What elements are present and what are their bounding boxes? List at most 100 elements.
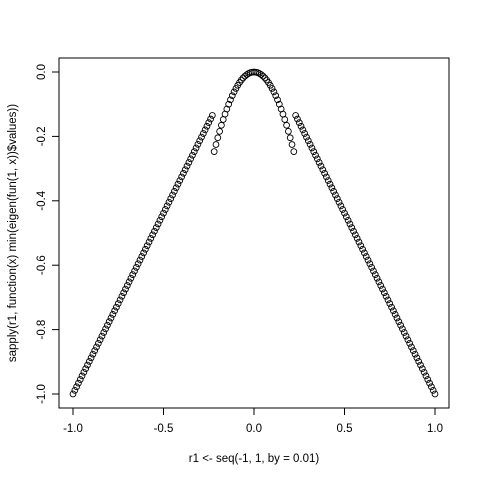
data-point	[315, 159, 323, 166]
data-point	[368, 264, 376, 271]
data-point	[295, 119, 303, 127]
data-point	[366, 260, 374, 268]
data-point	[303, 133, 310, 141]
data-point	[409, 347, 417, 354]
data-point	[261, 74, 269, 82]
data-point	[131, 267, 138, 275]
data-point	[104, 321, 111, 329]
data-point	[257, 71, 265, 78]
data-point	[163, 202, 171, 210]
data-point	[352, 231, 359, 239]
data-point	[294, 115, 301, 123]
data-point	[428, 383, 435, 391]
data-point	[413, 354, 421, 362]
data-point	[346, 220, 354, 228]
x-tick-label: 0.0	[246, 423, 262, 435]
data-point	[285, 128, 292, 135]
data-point	[237, 76, 245, 84]
data-point	[297, 122, 305, 130]
data-point	[370, 267, 377, 275]
data-point	[174, 180, 182, 188]
data-point	[339, 206, 347, 213]
data-point	[98, 332, 106, 340]
data-point	[272, 92, 280, 100]
y-tick-label: -0.2	[36, 126, 48, 146]
data-point	[125, 278, 133, 286]
data-point	[290, 148, 298, 155]
data-point	[375, 278, 383, 286]
data-point	[84, 361, 91, 369]
data-point	[111, 307, 118, 315]
data-point	[418, 365, 426, 373]
data-point	[321, 169, 328, 177]
data-point	[118, 292, 126, 300]
data-point	[422, 372, 430, 380]
data-point	[187, 155, 195, 163]
data-point	[386, 300, 394, 307]
data-point	[165, 198, 173, 206]
data-point	[167, 195, 175, 202]
data-point	[214, 134, 222, 142]
data-point	[122, 285, 129, 293]
data-point	[243, 71, 251, 78]
data-point	[114, 300, 122, 307]
data-point	[140, 249, 147, 257]
data-point	[330, 188, 337, 195]
data-point	[408, 343, 415, 351]
data-point	[199, 130, 207, 137]
data-point	[337, 202, 345, 210]
data-point	[281, 116, 289, 123]
data-point	[382, 292, 390, 300]
data-point	[344, 216, 352, 224]
data-point	[198, 133, 205, 141]
data-point	[169, 191, 176, 199]
data-point	[268, 85, 276, 92]
data-point	[431, 390, 439, 398]
data-point	[93, 343, 100, 351]
data-point	[102, 325, 109, 333]
data-point	[362, 253, 370, 260]
data-point	[259, 72, 267, 80]
data-point	[424, 376, 432, 383]
data-point	[69, 390, 77, 398]
data-point	[333, 195, 341, 202]
data-point	[228, 92, 236, 100]
data-point	[299, 126, 307, 134]
data-point	[145, 238, 153, 246]
x-axis-label: r1 <- seq(-1, 1, by = 0.01)	[189, 453, 320, 465]
data-point	[324, 177, 332, 184]
data-point	[113, 303, 120, 311]
data-point	[85, 358, 93, 365]
data-point	[426, 379, 433, 387]
data-point	[283, 121, 290, 129]
data-point	[176, 177, 184, 184]
data-point	[219, 116, 227, 123]
x-tick-label: -1.0	[63, 423, 83, 435]
data-point	[279, 110, 287, 118]
data-point	[328, 184, 336, 192]
data-point	[286, 134, 294, 142]
data-point	[181, 166, 189, 174]
data-point	[353, 235, 361, 242]
y-axis-label: sapply(r1, function(x) min(eigen(fun(1, …	[7, 104, 19, 362]
data-point	[160, 209, 167, 217]
data-point	[91, 347, 99, 354]
data-point	[75, 379, 82, 387]
data-point	[120, 289, 128, 297]
data-point	[379, 285, 386, 293]
data-point	[109, 311, 117, 318]
data-point	[341, 209, 348, 217]
data-point	[205, 119, 213, 127]
data-point	[149, 231, 156, 239]
data-point	[107, 314, 115, 322]
data-point	[123, 282, 131, 289]
data-point	[288, 141, 296, 148]
data-point	[391, 311, 399, 318]
x-tick-label: 1.0	[427, 423, 443, 435]
data-point	[415, 358, 423, 365]
data-point	[373, 274, 381, 282]
data-point	[151, 227, 158, 235]
data-point	[142, 245, 149, 253]
data-point	[87, 354, 95, 362]
data-point	[406, 339, 414, 347]
